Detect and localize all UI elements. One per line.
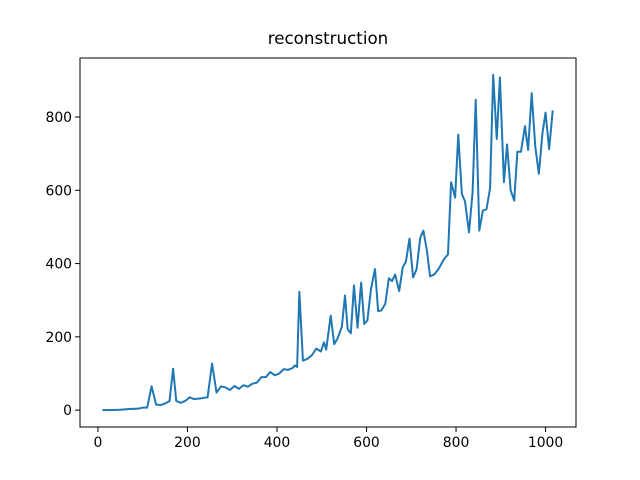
- y-tick-label: 200: [45, 330, 72, 346]
- y-tick-label: 0: [63, 403, 72, 419]
- chart-title: reconstruction: [268, 28, 389, 48]
- x-tick-label: 600: [353, 435, 380, 451]
- y-tick-label: 600: [45, 183, 72, 199]
- y-tick-label: 800: [45, 110, 72, 126]
- x-tick-label: 800: [443, 435, 470, 451]
- x-tick-label: 400: [264, 435, 291, 451]
- axes-frame: [79, 57, 577, 428]
- x-tick-label: 200: [174, 435, 201, 451]
- x-tick-label: 1000: [528, 435, 563, 451]
- y-tick-label: 400: [45, 257, 72, 273]
- data-line: [102, 73, 554, 412]
- x-tick-label: 0: [93, 435, 102, 451]
